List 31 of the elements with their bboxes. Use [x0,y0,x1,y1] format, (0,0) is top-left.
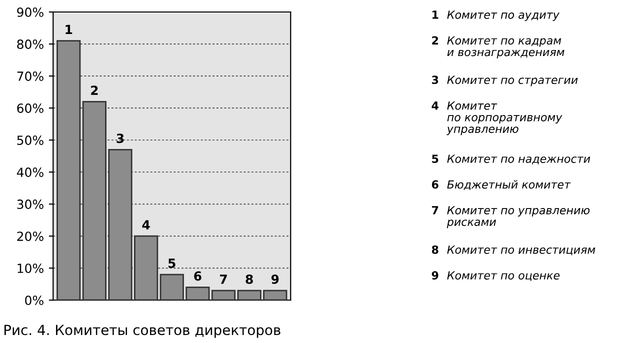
x-tick-label: 9 [271,274,279,284]
text: 9 Комитет по оценке [432,271,560,281]
bar [211,290,236,300]
x-tick-label: 4 [142,220,150,230]
y-tick-label: 90% [17,7,44,17]
text: 7 Комитет по управлению рисками [432,206,590,228]
y-tick-label: 20% [17,232,44,242]
text: 8 Комитет по инвестициям [432,245,596,256]
x-tick-label: 7 [220,274,227,284]
text: 6 Бюджетный комитет [432,180,571,190]
x-tick-label: 6 [194,271,202,281]
text: 4 Комитет по корпоративному управлению [432,102,562,136]
text: Рис. 4. Комитеты советов директоров [4,324,280,338]
y-tick-label: 40% [16,168,44,177]
x-tick-label: 2 [91,86,98,95]
y-tick-label: 50% [17,136,44,145]
text: 1 Комитет по аудиту [432,10,560,22]
text: 2 Комитет по кадрам и вознаграждениям [432,36,564,58]
y-tick-label: 80% [17,39,44,49]
x-tick-label: 3 [116,134,124,144]
x-tick-label: 1 [66,24,72,34]
y-tick-label: 70% [17,72,44,81]
x-tick-label: 8 [246,274,253,284]
y-tick-label: 0% [25,296,44,306]
x-tick-label: 5 [168,258,176,268]
text: 3 Комитет по стратегии [432,76,578,86]
y-tick-label: 30% [17,200,44,210]
y-tick-label: 10% [18,264,44,274]
text: 5 Комитет по надежности [432,154,590,164]
bar [56,40,81,300]
y-tick-label: 60% [17,104,44,113]
